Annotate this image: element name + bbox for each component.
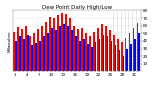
Bar bbox=[21, 29, 23, 71]
Bar bbox=[113, 35, 115, 71]
Bar bbox=[33, 33, 35, 71]
Bar bbox=[97, 28, 99, 71]
Bar bbox=[37, 29, 39, 71]
Bar bbox=[133, 28, 134, 71]
Bar bbox=[13, 32, 15, 71]
Bar bbox=[103, 35, 104, 71]
Bar bbox=[75, 36, 77, 71]
Bar bbox=[138, 33, 140, 71]
Bar bbox=[91, 47, 92, 71]
Bar bbox=[45, 22, 47, 71]
Bar bbox=[79, 41, 81, 71]
Bar bbox=[81, 28, 83, 71]
Bar bbox=[25, 26, 27, 71]
Y-axis label: Milwaukee: Milwaukee bbox=[7, 30, 11, 52]
Bar bbox=[23, 39, 25, 71]
Bar bbox=[57, 15, 59, 71]
Bar bbox=[71, 30, 73, 71]
Bar bbox=[59, 26, 61, 71]
Bar bbox=[115, 45, 116, 71]
Bar bbox=[99, 39, 100, 71]
Bar bbox=[35, 43, 37, 71]
Bar bbox=[111, 41, 112, 71]
Bar bbox=[47, 33, 49, 71]
Bar bbox=[121, 42, 123, 71]
Bar bbox=[127, 49, 128, 71]
Bar bbox=[134, 39, 136, 71]
Bar bbox=[119, 50, 120, 71]
Bar bbox=[89, 36, 91, 71]
Bar bbox=[67, 26, 69, 71]
Bar bbox=[55, 30, 57, 71]
Bar bbox=[123, 56, 124, 71]
Bar bbox=[87, 44, 88, 71]
Bar bbox=[101, 24, 103, 71]
Bar bbox=[51, 28, 53, 71]
Bar bbox=[41, 26, 43, 71]
Bar bbox=[53, 18, 55, 71]
Bar bbox=[61, 13, 63, 71]
Bar bbox=[27, 35, 29, 71]
Bar bbox=[73, 26, 75, 71]
Bar bbox=[77, 29, 79, 71]
Bar bbox=[43, 36, 45, 71]
Bar bbox=[15, 41, 17, 71]
Bar bbox=[39, 41, 41, 71]
Bar bbox=[130, 44, 132, 71]
Bar bbox=[31, 45, 33, 71]
Bar bbox=[93, 32, 95, 71]
Bar bbox=[107, 36, 108, 71]
Bar bbox=[65, 14, 67, 71]
Bar bbox=[29, 36, 31, 71]
Bar bbox=[137, 23, 138, 71]
Bar bbox=[105, 26, 107, 71]
Bar bbox=[125, 38, 127, 71]
Bar bbox=[19, 36, 21, 71]
Bar bbox=[117, 39, 119, 71]
Bar bbox=[49, 17, 51, 71]
Bar bbox=[69, 18, 71, 71]
Bar bbox=[85, 33, 87, 71]
Title: Dew Point Daily High/Low: Dew Point Daily High/Low bbox=[42, 5, 112, 10]
Bar bbox=[17, 27, 19, 71]
Bar bbox=[95, 42, 96, 71]
Bar bbox=[109, 30, 111, 71]
Bar bbox=[83, 39, 84, 71]
Bar bbox=[129, 33, 130, 71]
Bar bbox=[63, 24, 65, 71]
